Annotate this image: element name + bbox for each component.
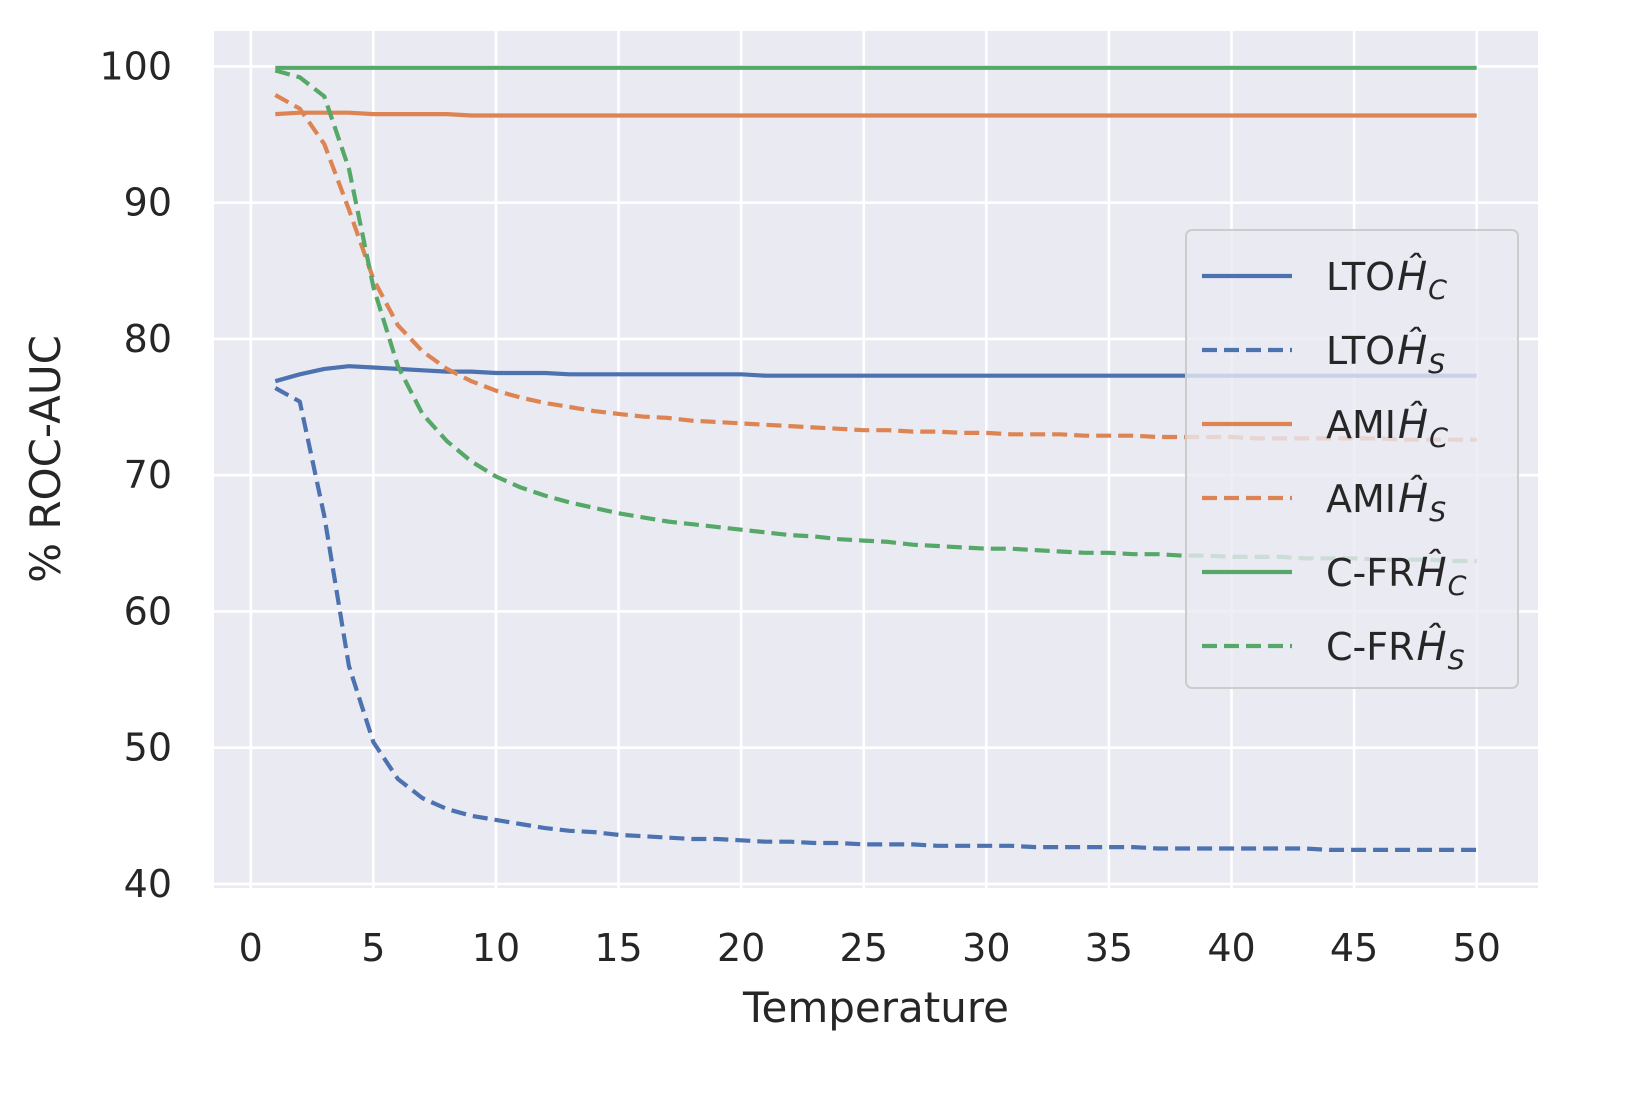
x-tick-label: 50	[1453, 926, 1501, 970]
legend-label: AMI	[1326, 403, 1396, 447]
y-tick-label: 40	[124, 862, 172, 906]
y-tick-label: 100	[99, 44, 172, 88]
legend-entropy-symbol: Ĥ	[1398, 400, 1428, 448]
y-tick-label: 80	[124, 317, 172, 361]
x-tick-labels: 0 5 10 15 20 25 30 35 40 45 50	[239, 926, 1501, 970]
legend-entropy-symbol: Ĥ	[1397, 252, 1427, 300]
x-tick-label: 15	[594, 926, 642, 970]
x-tick-label: 30	[962, 926, 1010, 970]
y-tick-label: 60	[124, 589, 172, 633]
y-tick-label: 70	[124, 453, 172, 497]
series-line-c-fr-s	[274, 68, 1477, 564]
x-tick-label: 45	[1330, 926, 1378, 970]
y-tick-labels: 40 50 60 70 80 90 100	[99, 44, 172, 905]
y-tick-label: 90	[124, 181, 172, 225]
y-axis-label: % ROC-AUC	[21, 335, 70, 583]
x-tick-label: 5	[361, 926, 385, 970]
y-tick-label: 50	[124, 726, 172, 770]
legend-subscript: C	[1429, 423, 1448, 454]
series-line-ami-c	[275, 110, 1477, 118]
legend-subscript: S	[1429, 497, 1446, 528]
legend-label: C-FR	[1326, 625, 1415, 669]
x-tick-label: 20	[717, 926, 765, 970]
x-tick-label: 10	[472, 926, 520, 970]
legend-label: LTO	[1326, 255, 1395, 299]
legend-label: C-FR	[1326, 551, 1415, 595]
x-tick-label: 35	[1085, 926, 1133, 970]
legend-subscript: C	[1428, 275, 1447, 306]
x-tick-label: 0	[239, 926, 263, 970]
legend-subscript: S	[1428, 349, 1445, 380]
legend-entropy-symbol: Ĥ	[1417, 622, 1447, 670]
series-line-lto-s	[274, 386, 1477, 853]
legend-label: LTO	[1326, 329, 1395, 373]
legend-label: AMI	[1326, 477, 1396, 521]
legend-subscript: C	[1448, 571, 1467, 602]
legend-subscript: S	[1448, 645, 1465, 676]
x-tick-label: 40	[1207, 926, 1255, 970]
x-axis-label: Temperature	[742, 983, 1009, 1032]
x-tick-label: 25	[840, 926, 888, 970]
legend-entropy-symbol: Ĥ	[1417, 548, 1447, 596]
legend-entropy-symbol: Ĥ	[1397, 326, 1427, 374]
legend-entropy-symbol: Ĥ	[1398, 474, 1428, 522]
